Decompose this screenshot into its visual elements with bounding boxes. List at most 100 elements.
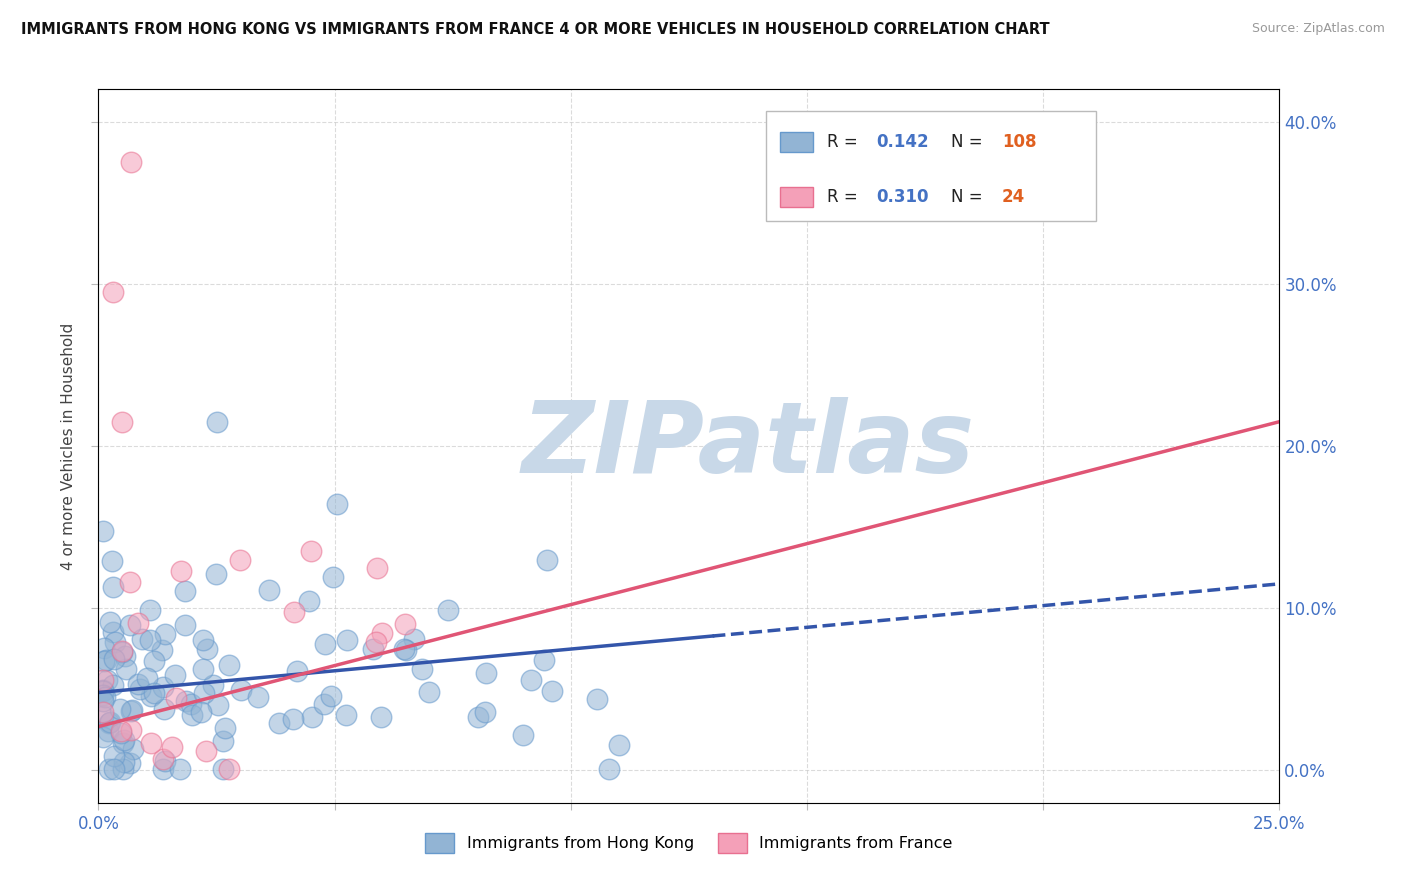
Point xyxy=(111,735,134,749)
Point xyxy=(93,654,115,668)
Point xyxy=(110,726,132,740)
Point xyxy=(335,708,357,723)
Point xyxy=(319,689,342,703)
Point xyxy=(118,756,141,770)
Point xyxy=(103,652,125,666)
Point xyxy=(285,664,308,678)
Point xyxy=(205,415,228,429)
Point xyxy=(122,742,145,756)
Point xyxy=(207,698,229,712)
Point xyxy=(336,632,359,647)
Point xyxy=(94,690,117,704)
Point xyxy=(165,667,187,681)
Point xyxy=(152,702,174,716)
Point xyxy=(160,740,183,755)
Y-axis label: 4 or more Vehicles in Household: 4 or more Vehicles in Household xyxy=(60,322,76,570)
Point xyxy=(101,285,124,299)
Point xyxy=(143,654,166,668)
Point xyxy=(139,603,162,617)
Point xyxy=(91,683,114,698)
Point xyxy=(100,615,122,629)
Point xyxy=(98,715,121,730)
Point xyxy=(94,653,117,667)
FancyBboxPatch shape xyxy=(780,187,813,207)
Point xyxy=(91,688,114,702)
Point xyxy=(247,690,270,704)
Text: N =: N = xyxy=(950,133,988,151)
Point xyxy=(101,678,124,692)
Point xyxy=(131,632,153,646)
Point xyxy=(173,617,195,632)
Point xyxy=(165,691,187,706)
Text: R =: R = xyxy=(827,133,863,151)
Point xyxy=(155,755,177,769)
Point xyxy=(533,653,555,667)
Point xyxy=(598,762,620,776)
Point xyxy=(194,744,217,758)
Point xyxy=(96,673,118,688)
Text: ZIPatlas: ZIPatlas xyxy=(522,398,974,494)
Point xyxy=(322,569,344,583)
Point xyxy=(93,641,115,656)
Point xyxy=(229,683,252,698)
Point xyxy=(142,686,165,700)
Point xyxy=(267,715,290,730)
Point xyxy=(197,642,219,657)
Point xyxy=(586,692,609,706)
Legend: Immigrants from Hong Kong, Immigrants from France: Immigrants from Hong Kong, Immigrants fr… xyxy=(419,827,959,859)
Point xyxy=(418,685,440,699)
Point xyxy=(214,721,236,735)
Point xyxy=(218,657,240,672)
Point xyxy=(112,732,135,747)
Point xyxy=(540,684,562,698)
Point xyxy=(152,680,174,694)
Point xyxy=(108,702,131,716)
Point xyxy=(111,415,134,429)
Point xyxy=(392,642,415,657)
Point xyxy=(520,673,543,688)
Point xyxy=(152,762,174,776)
Point xyxy=(100,554,122,568)
Point xyxy=(169,762,191,776)
Text: 0.142: 0.142 xyxy=(877,133,929,151)
Point xyxy=(121,703,143,717)
Point xyxy=(366,561,388,575)
Point xyxy=(115,662,138,676)
Point xyxy=(118,618,141,632)
Point xyxy=(609,738,631,752)
Point xyxy=(298,594,321,608)
Point xyxy=(91,705,114,719)
Point xyxy=(474,705,496,719)
Point xyxy=(97,723,120,738)
Point xyxy=(301,709,323,723)
Point xyxy=(91,709,114,723)
Point xyxy=(180,698,202,712)
Point xyxy=(138,632,160,647)
Point xyxy=(202,678,225,692)
Point xyxy=(229,552,252,566)
Text: 0.310: 0.310 xyxy=(877,188,929,206)
Text: 24: 24 xyxy=(1002,188,1025,206)
Point xyxy=(283,605,305,619)
Point xyxy=(120,723,142,738)
Point xyxy=(191,632,214,647)
Point xyxy=(103,762,125,776)
Point xyxy=(218,762,240,776)
Point xyxy=(174,694,197,708)
Point xyxy=(536,553,558,567)
Point xyxy=(404,632,426,647)
Point xyxy=(103,748,125,763)
Point xyxy=(180,708,202,723)
Point xyxy=(190,705,212,719)
Point xyxy=(257,583,280,598)
Text: R =: R = xyxy=(827,188,863,206)
Point xyxy=(128,677,150,691)
Point xyxy=(366,635,388,649)
Point xyxy=(100,714,122,729)
Point xyxy=(204,567,226,582)
Point xyxy=(512,728,534,742)
Point xyxy=(212,734,235,748)
Point xyxy=(110,724,132,739)
Point xyxy=(127,616,149,631)
Point xyxy=(370,710,392,724)
